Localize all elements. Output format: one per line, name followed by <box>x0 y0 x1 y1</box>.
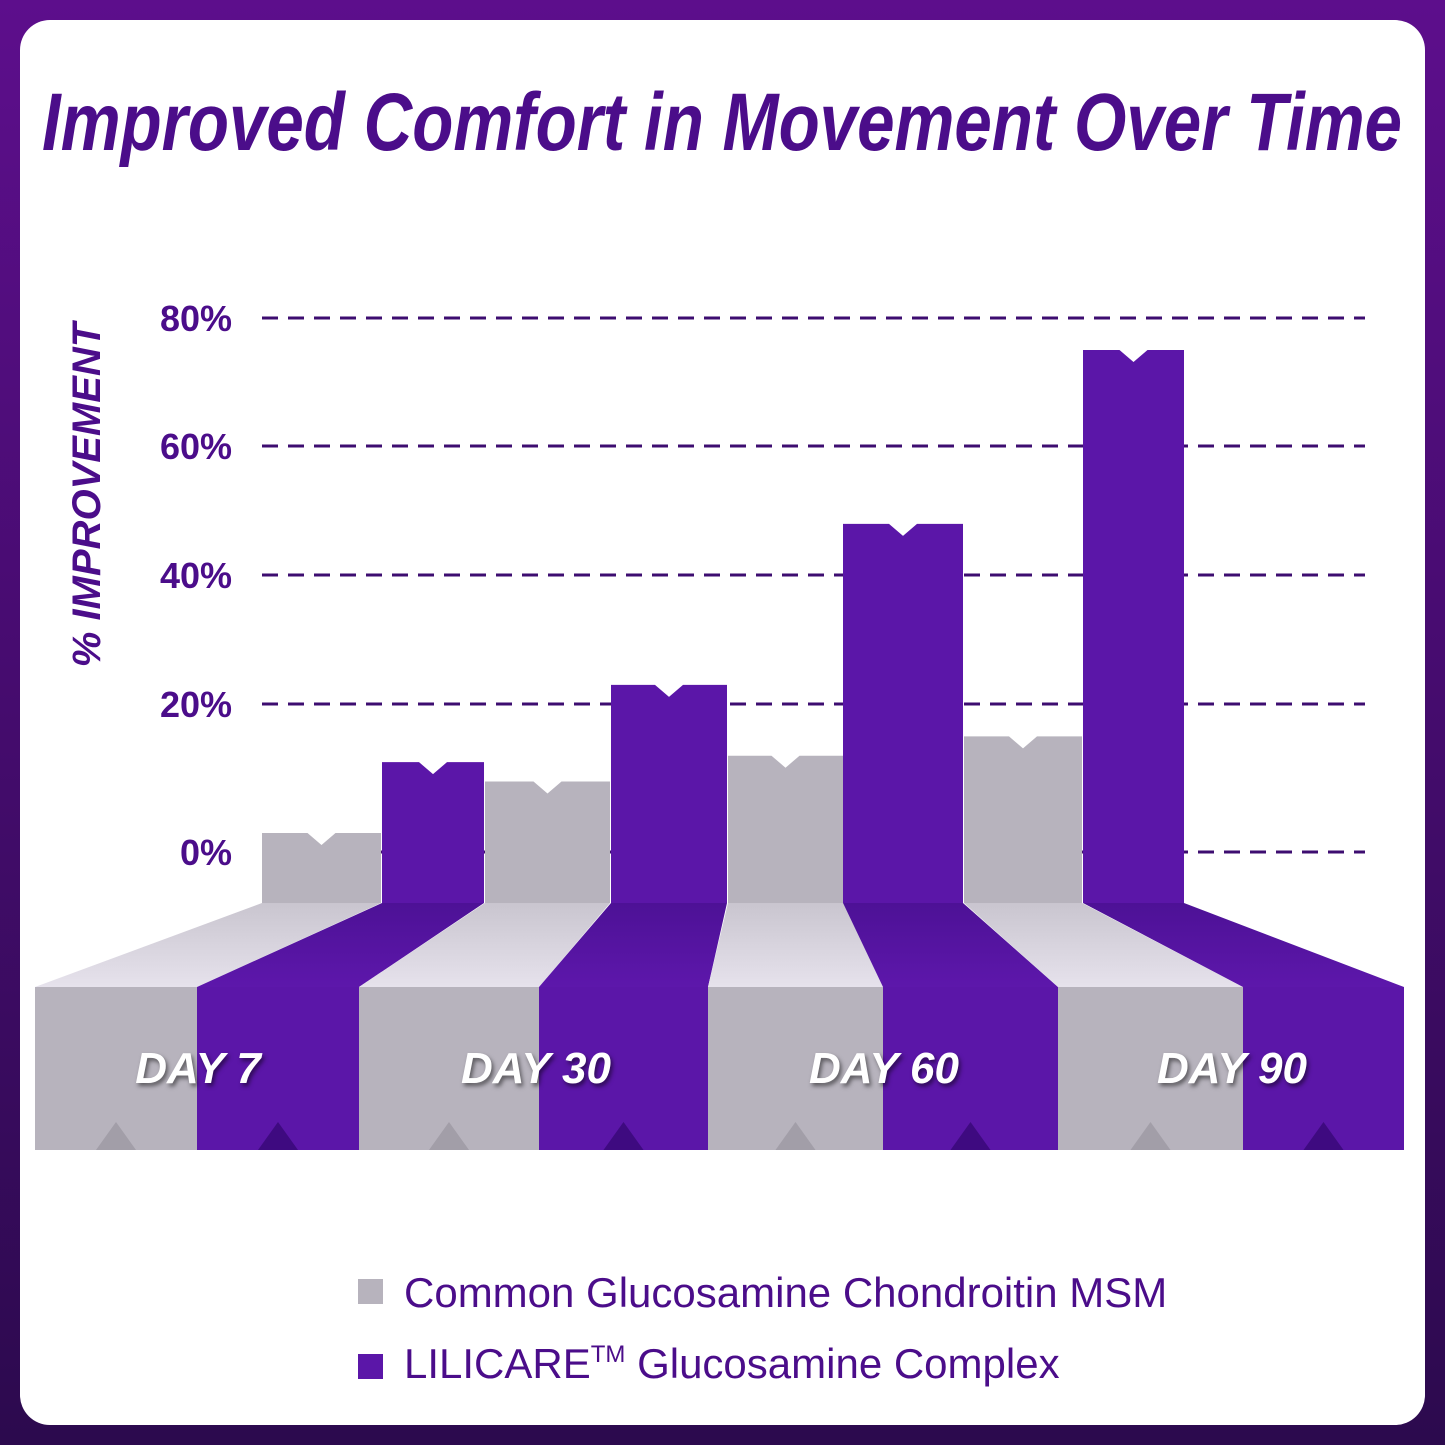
x-tick-label: DAY 90 <box>1157 1044 1308 1093</box>
y-tick-label: 60% <box>160 426 232 467</box>
common-bar-day-90 <box>964 736 1082 903</box>
legend-brand: LILICARE <box>404 1340 591 1387</box>
bar-floor-segment <box>843 903 1058 987</box>
bar-notch <box>603 1122 644 1150</box>
y-axis-label: % IMPROVEMENT <box>65 319 109 667</box>
y-tick-label: 80% <box>160 298 232 339</box>
bar-floor-segment <box>359 903 610 987</box>
bar-notch <box>1303 1122 1344 1150</box>
bar-floor-segment <box>539 903 727 987</box>
x-tick-label: DAY 30 <box>461 1044 612 1093</box>
bar-floor-segment <box>964 903 1243 987</box>
bar-notch <box>950 1122 991 1150</box>
common-bar-day-30 <box>485 781 610 903</box>
y-tick-label: 0% <box>180 832 232 873</box>
bar-floor-segment <box>708 903 883 987</box>
lilicare-bar-day-30 <box>611 684 727 903</box>
legend: Common Glucosamine Chondroitin MSM LILIC… <box>358 1269 1167 1387</box>
common-bar-day-7 <box>262 833 381 903</box>
bar-notch <box>258 1122 298 1150</box>
common-bar-day-60 <box>728 755 843 903</box>
bar-floor-segment <box>197 903 484 987</box>
lilicare-bar-day-60 <box>843 523 963 903</box>
bar-notch <box>1130 1122 1171 1150</box>
y-tick-label: 40% <box>160 555 232 596</box>
bar-floor-segment <box>35 903 381 987</box>
legend-swatch-common <box>358 1279 383 1304</box>
legend-label-common: Common Glucosamine Chondroitin MSM <box>404 1269 1167 1316</box>
x-tick-label: DAY 60 <box>809 1044 960 1093</box>
legend-tm: TM <box>591 1341 626 1368</box>
bar-notch <box>96 1122 136 1150</box>
chart-title: Improved Comfort in Movement Over Time <box>42 77 1402 168</box>
lilicare-bar-day-90 <box>1083 350 1184 903</box>
y-tick-label: 20% <box>160 684 232 725</box>
x-tick-label: DAY 7 <box>135 1044 263 1093</box>
bar-notch <box>429 1122 469 1150</box>
bar-notch <box>775 1122 816 1150</box>
legend-label-lilicare: LILICARETM Glucosamine Complex <box>404 1340 1060 1387</box>
legend-swatch-lilicare <box>358 1354 383 1379</box>
bar-floor-segment <box>1083 903 1404 987</box>
lilicare-bar-day-7 <box>382 762 484 903</box>
legend-label-rest: Glucosamine Complex <box>625 1340 1059 1387</box>
